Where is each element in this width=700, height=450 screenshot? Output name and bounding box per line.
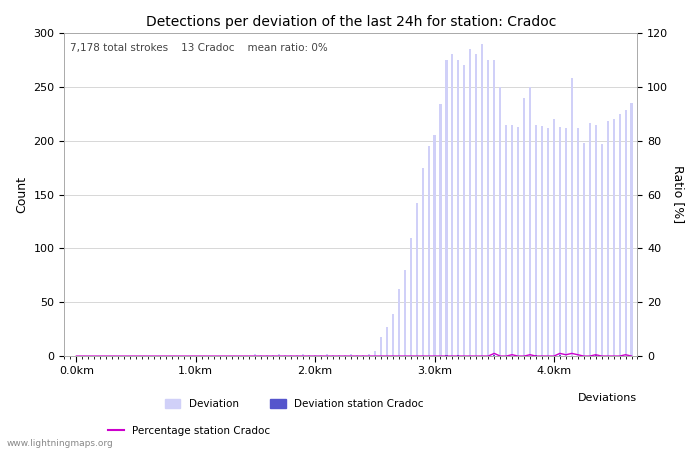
Bar (559, 355, 561, 356)
Bar (308, 355, 310, 356)
Bar (338, 355, 340, 356)
Bar (398, 289, 400, 356)
Bar (595, 125, 596, 356)
Bar (487, 60, 489, 356)
Y-axis label: Ratio [%]: Ratio [%] (672, 166, 685, 224)
Bar (475, 54, 477, 356)
Bar (332, 355, 334, 356)
Bar (499, 87, 501, 356)
Bar (481, 44, 483, 356)
Bar (612, 119, 615, 356)
Bar (619, 114, 621, 356)
Bar (326, 354, 328, 356)
Bar (350, 354, 352, 356)
Bar (433, 135, 435, 356)
Bar (296, 355, 298, 356)
Bar (428, 146, 430, 356)
Bar (565, 128, 567, 356)
Title: Detections per deviation of the last 24h for station: Cradoc: Detections per deviation of the last 24h… (146, 15, 556, 29)
Bar (445, 355, 447, 356)
Bar (254, 354, 256, 356)
Bar (279, 354, 281, 356)
Bar (272, 355, 274, 356)
Bar (392, 314, 394, 356)
Bar (511, 125, 513, 356)
Bar (624, 111, 626, 356)
Bar (589, 123, 591, 356)
Bar (631, 103, 633, 356)
Y-axis label: Count: Count (15, 176, 28, 213)
Bar (577, 128, 579, 356)
Bar (290, 355, 293, 356)
Bar (445, 60, 447, 356)
Bar (410, 238, 412, 356)
Bar (607, 121, 609, 356)
Bar (314, 355, 316, 356)
Bar (553, 119, 555, 356)
Bar (440, 104, 442, 356)
Bar (368, 354, 370, 356)
Bar (302, 354, 304, 356)
Bar (404, 270, 406, 356)
Bar (416, 203, 418, 356)
Bar (379, 337, 382, 356)
Bar (469, 49, 471, 356)
Text: www.lightningmaps.org: www.lightningmaps.org (7, 439, 113, 448)
Bar (582, 143, 584, 356)
Bar (505, 125, 508, 356)
Text: 7,178 total strokes    13 Cradoc    mean ratio: 0%: 7,178 total strokes 13 Cradoc mean ratio… (70, 43, 328, 53)
Bar (494, 355, 496, 356)
Bar (260, 355, 262, 356)
Bar (284, 355, 286, 356)
Bar (457, 355, 459, 356)
Bar (452, 54, 454, 356)
Bar (386, 327, 388, 356)
Legend: Percentage station Cradoc: Percentage station Cradoc (108, 426, 270, 436)
Bar (559, 126, 561, 356)
Bar (523, 98, 525, 356)
Bar (356, 355, 358, 356)
Bar (494, 60, 496, 356)
Bar (320, 355, 322, 356)
Bar (601, 144, 603, 356)
Bar (547, 128, 549, 356)
Bar (463, 65, 466, 356)
Bar (374, 351, 376, 356)
Legend: Deviation, Deviation station Cradoc: Deviation, Deviation station Cradoc (164, 399, 424, 409)
Bar (570, 78, 573, 356)
Bar (535, 355, 537, 356)
Bar (529, 87, 531, 356)
Bar (535, 125, 537, 356)
Bar (344, 355, 346, 356)
Bar (457, 60, 459, 356)
Bar (266, 355, 268, 356)
Bar (595, 355, 596, 356)
Text: Deviations: Deviations (578, 393, 637, 403)
Bar (541, 126, 543, 356)
Bar (421, 167, 424, 356)
Bar (517, 126, 519, 356)
Bar (362, 355, 364, 356)
